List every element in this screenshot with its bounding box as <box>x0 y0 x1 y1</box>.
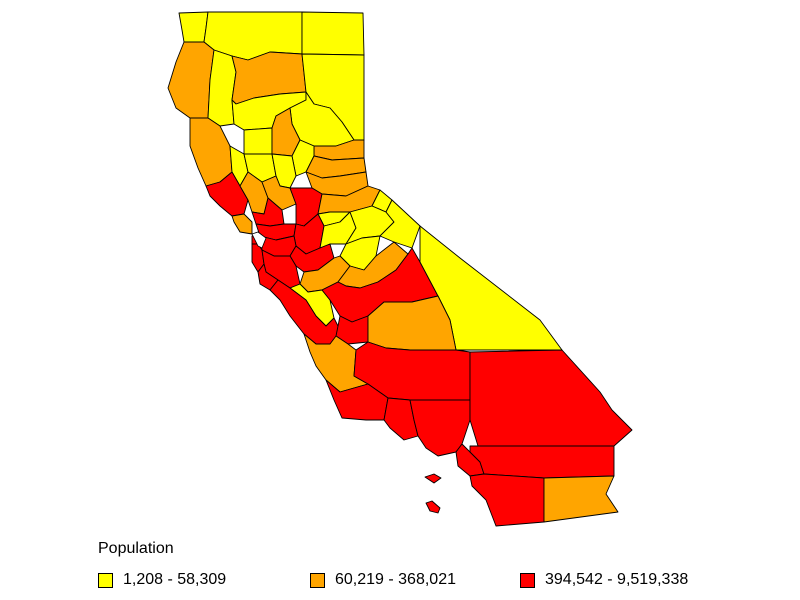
county-sonoma <box>205 171 249 217</box>
legend-label-mid: 60,219 - 368,021 <box>335 571 456 588</box>
county-riverside <box>469 445 615 479</box>
county-humboldt <box>167 41 215 119</box>
county-marin <box>231 213 253 235</box>
county-mendocino <box>189 117 233 187</box>
county-modoc <box>301 11 365 56</box>
legend-label-low: 1,208 - 58,309 <box>123 571 227 588</box>
legend-label-high: 394,542 - 9,519,338 <box>545 571 689 588</box>
legend-swatch-mid <box>310 573 325 588</box>
county-channel-island-a <box>424 473 442 484</box>
county-channel-island-b <box>425 500 441 514</box>
county-stanislaus <box>289 243 335 273</box>
county-imperial <box>543 475 619 523</box>
county-del-norte <box>178 11 209 43</box>
county-glenn <box>243 127 273 155</box>
county-san-bernardino <box>469 349 633 447</box>
county-mono <box>379 199 421 249</box>
bay-water <box>251 231 267 249</box>
county-trinity <box>207 49 237 127</box>
county-san-diego <box>469 473 545 527</box>
legend: Population 1,208 - 58,309 60,219 - 368,0… <box>98 538 778 596</box>
legend-swatch-high <box>520 573 535 588</box>
legend-swatch-low <box>98 573 113 588</box>
legend-title: Population <box>98 540 174 557</box>
